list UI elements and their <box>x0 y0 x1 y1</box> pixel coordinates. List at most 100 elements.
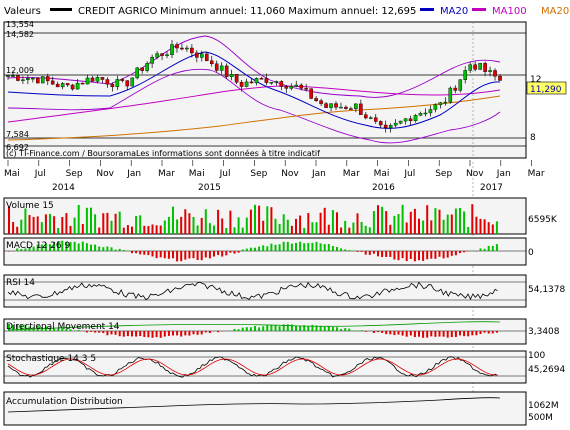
macd-bar <box>454 251 457 256</box>
candle-body <box>438 102 443 106</box>
volume-bar <box>192 216 195 234</box>
macd-bar <box>188 251 191 259</box>
candle-body <box>130 77 135 87</box>
dm-bar <box>475 331 478 336</box>
candle-body <box>383 124 388 128</box>
dm-bar <box>377 331 379 333</box>
candle-body <box>170 44 174 55</box>
volume-bar <box>176 219 179 234</box>
candle-body <box>269 82 274 84</box>
acc-label: Accumulation Distribution <box>6 397 123 407</box>
macd-bar <box>389 251 392 257</box>
volume-bar <box>94 214 97 234</box>
volume-bar <box>405 222 408 234</box>
dm-bar <box>438 331 441 337</box>
volume-bar <box>213 225 215 234</box>
dm-bar <box>188 331 191 336</box>
volume-label: Volume 15 <box>6 201 54 211</box>
ma200-legend: MA20 <box>541 6 569 17</box>
volume-bar <box>303 227 306 234</box>
macd-bar <box>450 251 453 256</box>
rsi-label: RSI 14 <box>6 278 35 288</box>
volume-bar <box>163 220 166 234</box>
candle-body <box>443 101 448 104</box>
candle-body <box>468 64 472 71</box>
candle-body <box>249 81 254 84</box>
dm-bar <box>454 331 457 337</box>
macd-bar <box>483 248 486 251</box>
macd-bar <box>167 251 170 259</box>
macd-bar <box>114 249 117 251</box>
dm-bar <box>94 331 97 333</box>
macd-bar <box>237 251 240 253</box>
dm-bar <box>61 328 64 331</box>
macd-bar <box>106 246 109 251</box>
macd-bar <box>434 251 437 259</box>
volume-bar <box>36 216 39 234</box>
dm-bar <box>118 331 121 337</box>
dm-bar <box>364 331 367 332</box>
macd-bar <box>155 251 158 259</box>
ma20-legend-swatch <box>420 8 434 11</box>
acc-panel: Accumulation Distribution 1062M 500M <box>3 391 559 426</box>
volume-bar <box>463 211 466 234</box>
dm-bar <box>147 331 150 338</box>
volume-bar <box>315 222 318 234</box>
macd-bar <box>73 241 76 251</box>
candle-body <box>304 88 308 90</box>
dm-bar <box>426 331 429 338</box>
dm-bar <box>463 331 466 337</box>
candle-body <box>105 79 110 85</box>
dm-bar <box>106 331 109 336</box>
volume-bar <box>467 226 470 234</box>
macd-bar <box>61 240 64 251</box>
dm-bar <box>467 331 470 337</box>
dm-bar <box>53 328 56 331</box>
dm-bar <box>319 325 322 331</box>
price-panel: 13,554 14,582 12,009 7,584 6,692 12 8 11… <box>3 20 567 425</box>
candle-body <box>125 80 130 87</box>
volume-bar <box>299 215 302 234</box>
dm-bar <box>356 330 359 331</box>
macd-bar <box>413 251 416 262</box>
dm-bar <box>360 330 363 331</box>
candle-body <box>368 117 373 119</box>
dm-bar <box>397 331 400 335</box>
stoch-panel-frame <box>3 350 527 384</box>
month-label: Sep <box>435 169 452 179</box>
volume-bar <box>135 216 138 234</box>
volume-bar <box>200 217 203 234</box>
volume-bar <box>69 225 72 234</box>
volume-bar <box>118 211 121 234</box>
macd-bar <box>286 241 289 251</box>
candle-body <box>200 53 204 58</box>
volume-bar <box>479 218 482 234</box>
dm-bar <box>442 331 445 337</box>
candle-body <box>478 63 482 70</box>
candle-body <box>294 84 299 87</box>
volume-bar <box>61 216 64 234</box>
macd-bar <box>28 247 31 251</box>
acc-bottom: 500M <box>528 413 553 423</box>
instrument-legend-swatch <box>50 8 72 11</box>
dm-bar <box>85 331 88 333</box>
macd-bar <box>299 241 302 251</box>
macd-bar <box>364 251 367 255</box>
dm-bar <box>49 328 51 331</box>
macd-bar <box>270 243 273 251</box>
ma100-legend-swatch <box>472 8 486 11</box>
macd-bar <box>360 251 363 252</box>
macd-bar <box>147 251 150 256</box>
month-label: Mar <box>343 169 360 179</box>
macd-bar <box>221 251 224 257</box>
volume-bar <box>98 227 101 234</box>
dm-bar <box>36 325 39 331</box>
volume-bar <box>241 227 244 234</box>
macd-bar <box>102 247 105 251</box>
macd-bar <box>348 250 351 251</box>
candle-body <box>403 118 408 122</box>
candle-body <box>234 74 239 83</box>
price-label-min: 6,692 <box>6 143 29 152</box>
macd-bar <box>393 251 396 260</box>
